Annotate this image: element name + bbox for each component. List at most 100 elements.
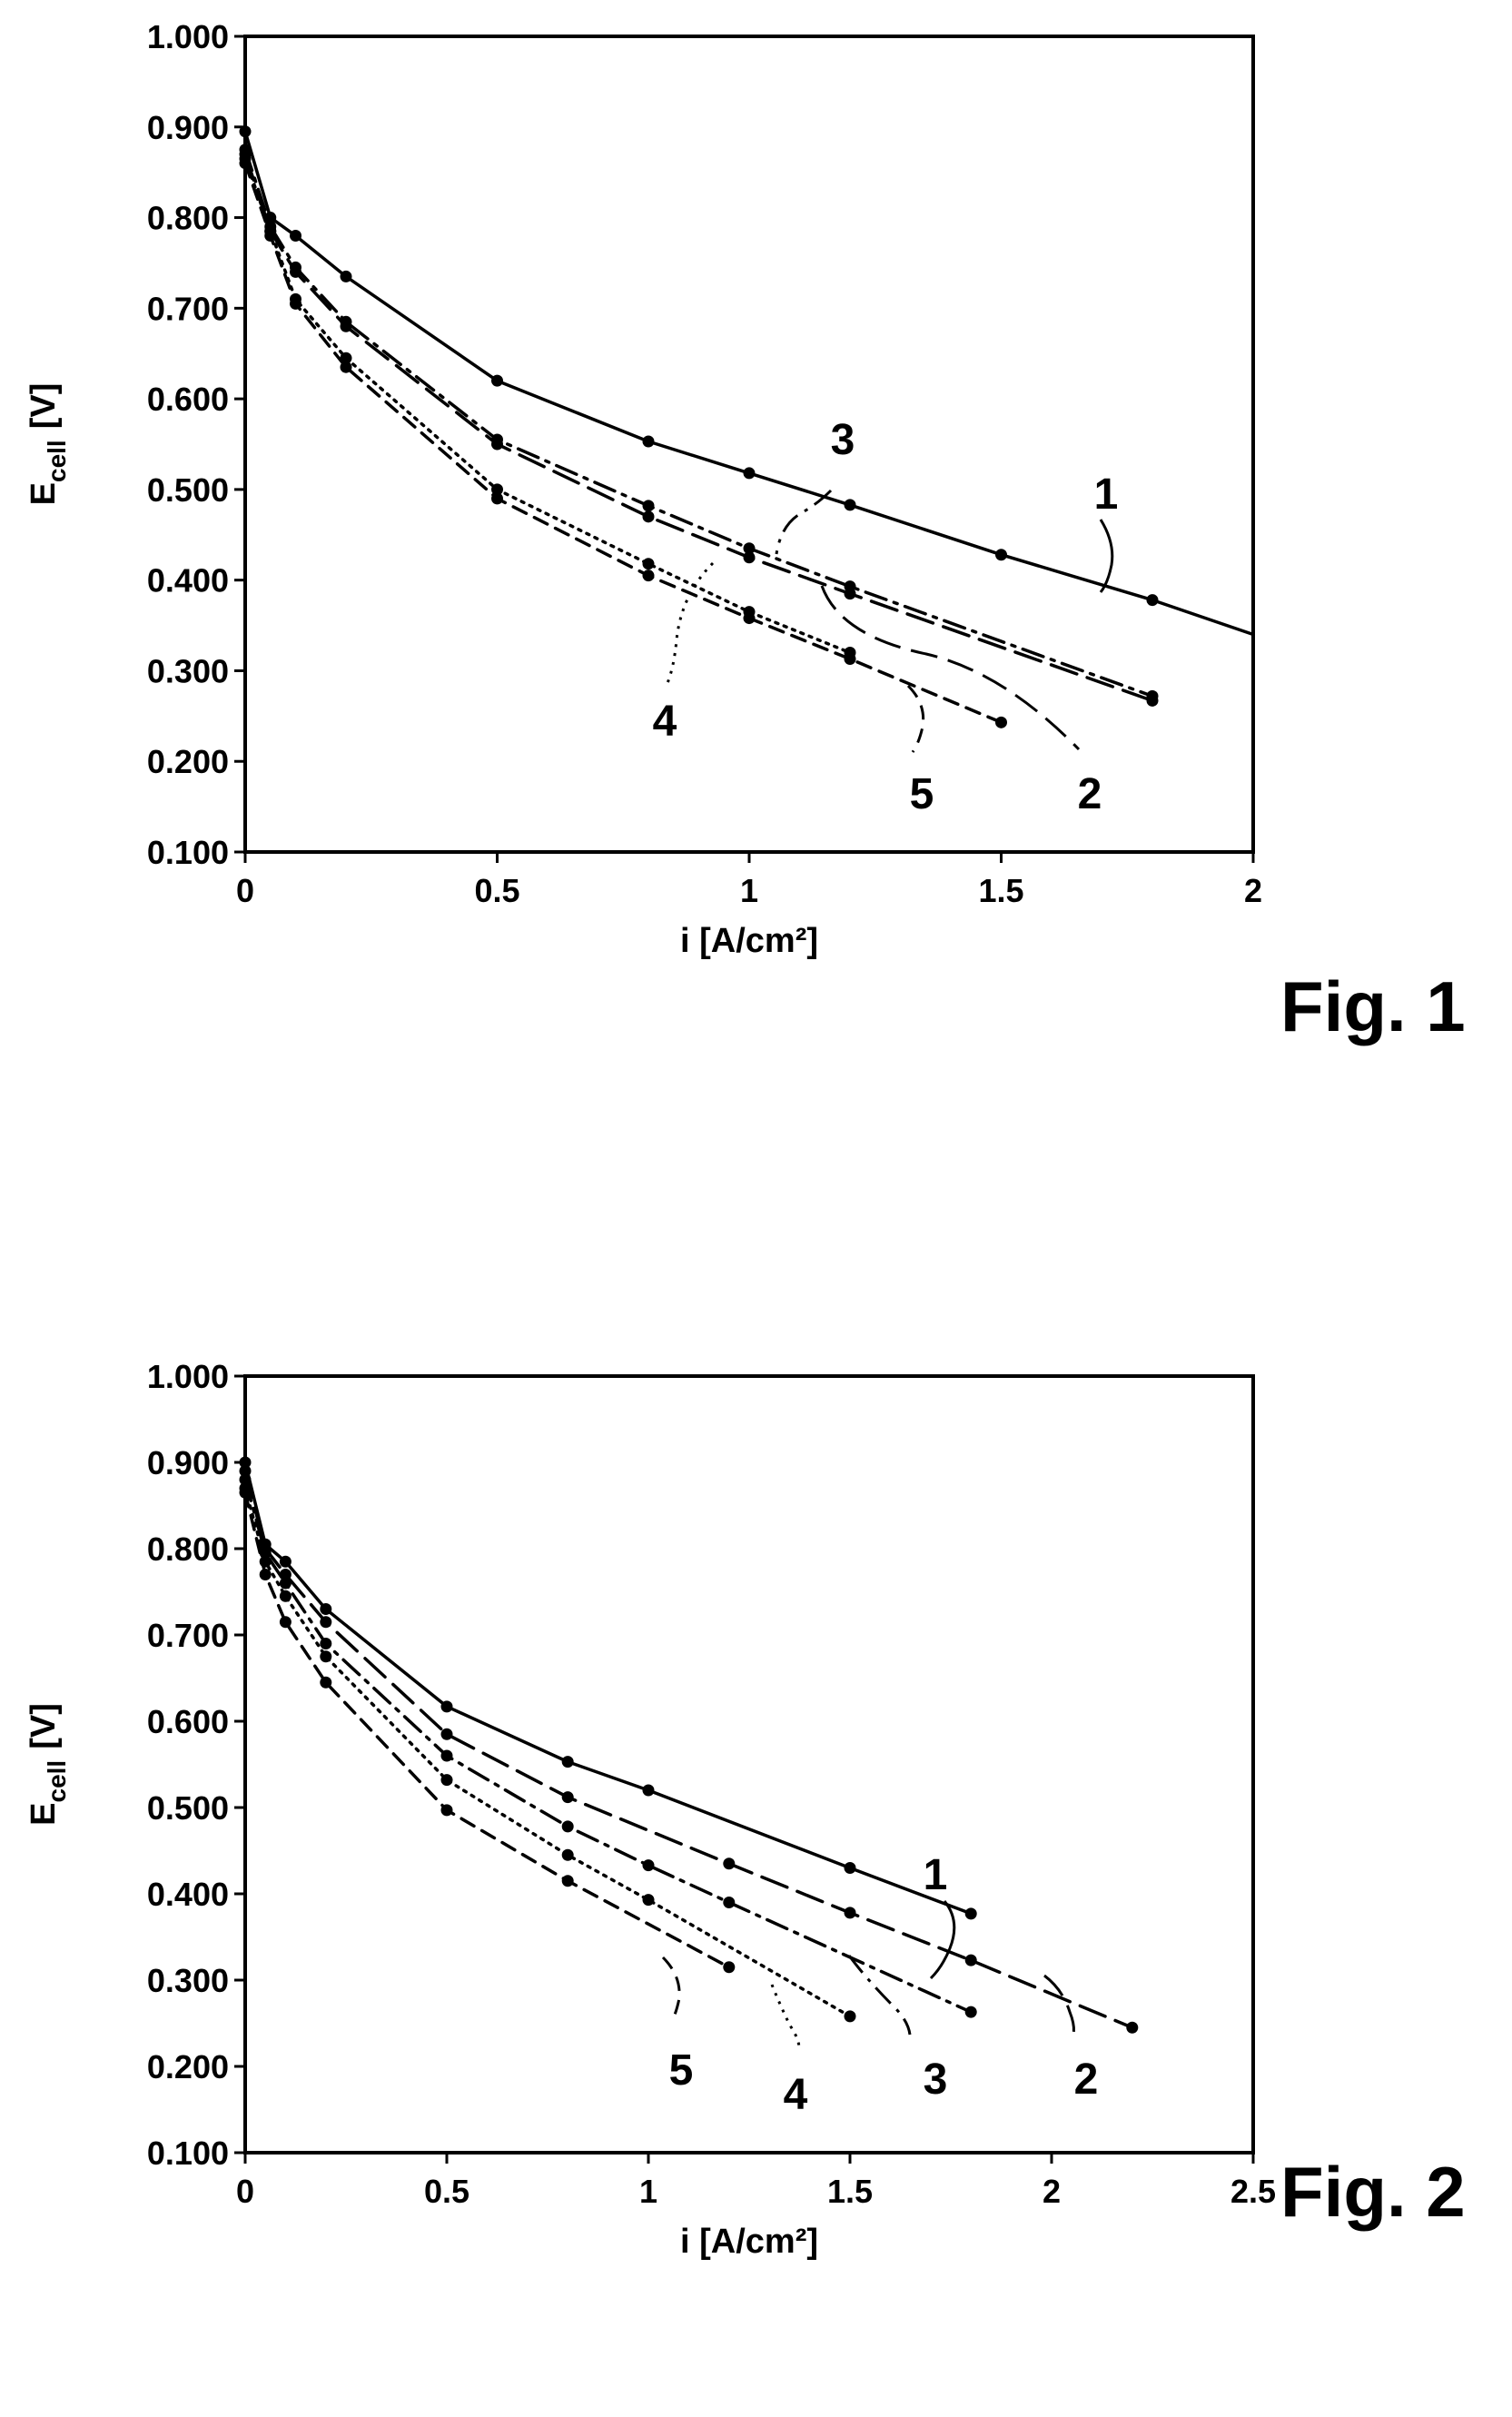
chart-fig-2: 0.100 0.200 0.300 0.400 0.500 0.600 0.700 0.800…	[25, 1358, 1466, 2261]
data-point	[1146, 594, 1159, 607]
plot-frame	[243, 1374, 1255, 2154]
x-tick-label: 1	[740, 872, 758, 909]
data-point	[844, 1907, 856, 1919]
data-point	[743, 551, 756, 564]
data-point	[844, 1862, 856, 1874]
data-point	[290, 261, 301, 273]
data-point	[844, 580, 856, 593]
y-axis-title: Ecell[V]	[25, 383, 71, 506]
leader-line-3	[847, 1955, 912, 2036]
y-tick-label: 0.800	[147, 1530, 229, 1568]
x-tick-label: 0.5	[424, 2173, 469, 2210]
data-point	[844, 499, 856, 511]
curve-label-5: 5	[669, 2046, 694, 2095]
series-1: 1	[239, 1456, 977, 1980]
data-point	[491, 483, 503, 496]
series-5: 5	[239, 157, 1007, 818]
figure-label: Fig. 1	[1280, 966, 1466, 1046]
curve-label-3: 3	[924, 2055, 948, 2104]
data-point	[642, 1859, 655, 1872]
data-point	[491, 433, 503, 446]
data-point	[561, 1875, 574, 1887]
y-tick-label: 0.900	[147, 109, 229, 146]
data-point	[279, 1555, 292, 1568]
y-tick-label: 0.700	[147, 1617, 229, 1654]
y-tick-label: 0.500	[147, 471, 229, 509]
curve-label-5: 5	[910, 770, 934, 818]
y-tick-label: 1.000	[147, 1358, 229, 1395]
data-point	[723, 1961, 736, 1974]
data-point	[239, 157, 252, 170]
curve-label-4: 4	[784, 2071, 808, 2119]
data-point	[290, 230, 301, 243]
data-point	[561, 1756, 574, 1768]
data-point	[995, 549, 1007, 561]
data-point	[340, 270, 352, 282]
series-1: 1	[239, 125, 1255, 637]
series-line-2	[243, 152, 1154, 703]
series-2: 2	[239, 148, 1159, 818]
series-3: 3	[239, 1473, 977, 2104]
series-line-3	[243, 147, 1154, 698]
data-point	[723, 1857, 736, 1870]
data-point	[964, 2006, 977, 2018]
data-point	[642, 500, 655, 512]
data-point	[491, 374, 503, 387]
data-point	[642, 570, 655, 582]
data-point	[239, 1465, 252, 1477]
y-tick-label: 0.800	[147, 200, 229, 237]
y-tick-label: 0.200	[147, 743, 229, 780]
leader-line-1	[1099, 519, 1114, 593]
y-tick-label: 0.600	[147, 1703, 229, 1740]
data-point	[743, 612, 756, 625]
data-point	[264, 230, 277, 243]
data-point	[440, 1749, 453, 1762]
y-tick-label: 0.100	[147, 834, 229, 871]
data-point	[964, 1954, 977, 1966]
leader-line-1	[929, 1900, 956, 1980]
figure-label: Fig. 2	[1280, 2152, 1466, 2232]
y-tick-label: 0.400	[147, 1876, 229, 1913]
series-line-4	[243, 1486, 852, 2018]
data-point	[642, 435, 655, 448]
x-tick-label: 1.5	[978, 872, 1023, 909]
x-tick-label: 1	[639, 2173, 657, 2210]
data-point	[743, 542, 756, 555]
y-axis-title: Ecell[V]	[25, 1703, 71, 1826]
data-point	[320, 1603, 332, 1615]
data-point	[320, 1638, 332, 1649]
data-point	[964, 1907, 977, 1920]
y-tick-label: 0.900	[147, 1444, 229, 1481]
leader-line-5	[661, 1956, 681, 2022]
leader-line-2	[1043, 1974, 1075, 2036]
x-tick-label: 2.5	[1230, 2173, 1276, 2210]
data-point	[320, 1650, 332, 1663]
x-tick-label: 0	[236, 2173, 254, 2210]
series-5: 5	[239, 1486, 736, 2095]
series-line-3	[243, 1478, 973, 2014]
curve-label-2: 2	[1074, 2055, 1099, 2104]
data-point	[995, 716, 1007, 728]
data-point	[642, 1784, 655, 1797]
data-point	[642, 1894, 655, 1907]
data-point	[561, 1848, 574, 1861]
series-4: 4	[239, 153, 856, 746]
data-point	[279, 1590, 292, 1602]
data-point	[320, 1616, 332, 1629]
data-point	[743, 467, 756, 480]
x-axis-title: i [A/cm²]	[680, 2223, 818, 2261]
y-tick-label: 0.200	[147, 2048, 229, 2085]
data-point	[844, 652, 856, 665]
curve-label-4: 4	[653, 698, 677, 746]
data-point	[239, 1473, 252, 1486]
data-point	[440, 1728, 453, 1740]
data-point	[1146, 689, 1159, 702]
leader-line-5	[906, 684, 925, 753]
data-point	[239, 144, 252, 156]
x-tick-label: 2	[1043, 2173, 1061, 2210]
data-point	[440, 1774, 453, 1787]
series-4: 4	[239, 1482, 856, 2119]
series-2: 2	[239, 1465, 1139, 2104]
data-point	[642, 558, 655, 570]
